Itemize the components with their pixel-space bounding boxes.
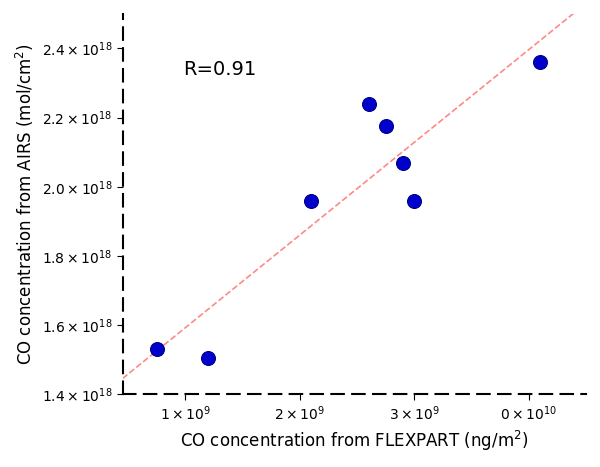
Point xyxy=(152,346,161,353)
Point xyxy=(381,123,391,130)
Point xyxy=(203,354,213,362)
X-axis label: CO concentration from FLEXPART (ng/m$^2$): CO concentration from FLEXPART (ng/m$^2$… xyxy=(180,429,529,453)
Y-axis label: CO concentration from AIRS (mol/cm$^2$): CO concentration from AIRS (mol/cm$^2$) xyxy=(14,43,36,365)
Point xyxy=(364,100,373,107)
Point xyxy=(536,58,545,66)
Point xyxy=(307,197,316,205)
Text: R=0.91: R=0.91 xyxy=(183,60,256,78)
Point xyxy=(410,197,419,205)
Point xyxy=(398,159,408,166)
